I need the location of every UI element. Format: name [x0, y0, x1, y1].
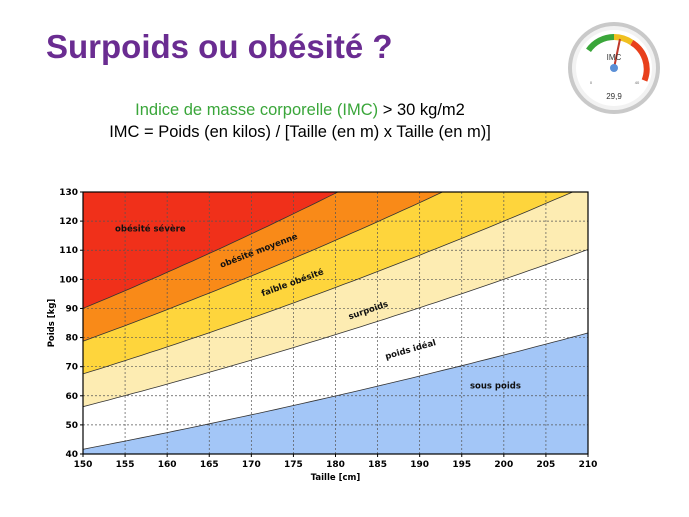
y-axis-label: Poids [kg] [47, 299, 57, 348]
zone-label-sous-poids: sous poids [470, 382, 521, 392]
gauge-scale-min: 0 [590, 80, 593, 85]
bmi-gauge-icon: IMC 29,9 0 40 [568, 22, 660, 114]
bmi-chart: 150 155 160 165 170 175 180 185 190 195 200 205 210 4… [47, 188, 598, 483]
gauge-value: 29,9 [606, 92, 622, 101]
x-axis-label: Taille [cm] [311, 473, 361, 483]
x-tick-label: 190 [410, 460, 429, 470]
y-tick-label: 60 [65, 392, 78, 402]
y-tick-label: 80 [65, 334, 78, 344]
boundary-line [83, 249, 588, 408]
x-tick-label: 165 [200, 460, 219, 470]
gauge-label: IMC [607, 53, 622, 62]
imc-definition-label: Indice de masse corporelle (IMC) [135, 101, 379, 119]
x-tick-label: 195 [452, 460, 471, 470]
gauge-scale-max: 40 [635, 80, 640, 85]
x-tick-label: 205 [537, 460, 556, 470]
y-tick-label: 130 [59, 188, 78, 198]
y-tick-label: 90 [65, 304, 78, 314]
zone-faible-obesite [83, 192, 573, 374]
x-tick-label: 185 [368, 460, 387, 470]
imc-definition: Indice de masse corporelle (IMC) > 30 kg… [0, 101, 600, 120]
imc-threshold: > 30 kg/m2 [382, 101, 465, 119]
boundary-line [83, 192, 574, 375]
x-tick-label: 160 [158, 460, 177, 470]
boundary-line [83, 192, 339, 309]
x-tick-label: 150 [74, 460, 93, 470]
y-tick-label: 100 [59, 275, 78, 285]
zone-obesite-moyenne [83, 192, 443, 342]
y-tick-label: 70 [65, 363, 78, 373]
x-tick-label: 200 [494, 460, 513, 470]
x-tick-label: 210 [579, 460, 598, 470]
slide-title: Surpoids ou obésité ? [46, 28, 393, 65]
zone-label-obesite-severe: obésité sévère [115, 223, 186, 234]
x-tick-label: 180 [326, 460, 345, 470]
x-tick-label: 170 [242, 460, 261, 470]
zone-obesite-severe [83, 192, 338, 309]
boundary-line [83, 192, 444, 342]
x-tick-label: 175 [284, 460, 303, 470]
y-tick-label: 50 [65, 421, 78, 431]
y-tick-label: 40 [65, 450, 78, 460]
y-tick-label: 110 [59, 246, 78, 256]
zone-sous-poids [83, 332, 588, 454]
y-tick-label: 120 [59, 217, 78, 227]
boundary-line [83, 332, 588, 450]
x-tick-label: 155 [116, 460, 135, 470]
imc-formula: IMC = Poids (en kilos) / [Taille (en m) … [109, 123, 491, 141]
